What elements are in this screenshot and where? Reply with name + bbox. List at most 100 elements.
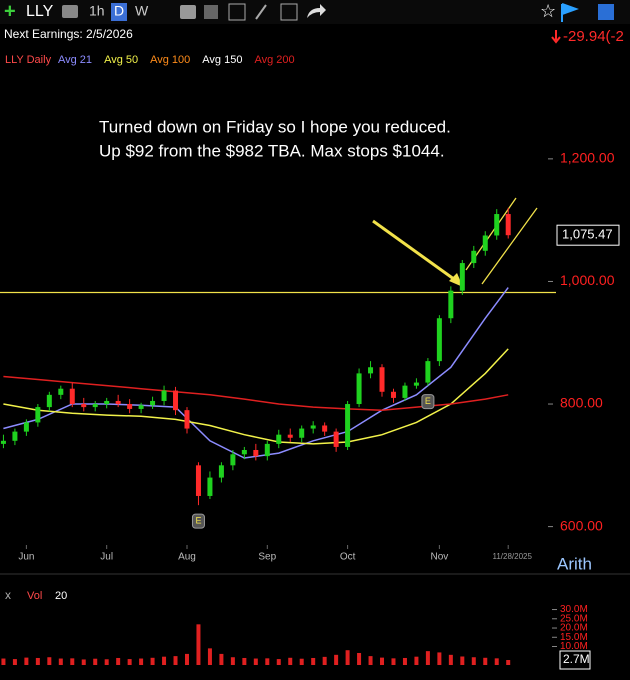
volume-bar [24,657,29,665]
candle-body [127,404,133,409]
candle-body [253,450,259,457]
volume-bar [162,656,167,665]
volume-bar [58,658,63,665]
candle-body [92,404,98,408]
volume-bar [265,658,270,665]
volume-bar [471,657,476,665]
volume-bar [414,656,419,665]
volume-bar [81,659,86,665]
candle-body [69,388,75,405]
earnings-marker [191,513,205,529]
candle-body [184,410,190,429]
interval[interactable]: W [135,3,149,19]
volume-bar [357,652,362,665]
volume-last-label: 2.7M [563,652,590,666]
y-tick-label: 1,200.00 [560,150,615,166]
candle-body [345,404,351,447]
volume-bar [70,658,75,665]
earnings-date: Next Earnings: 2/5/2026 [4,27,133,41]
volume-last-box [559,650,591,670]
x-tick-label: Nov [430,552,448,563]
moving-average [3,348,509,445]
volume-bar [127,659,132,665]
volume-bar [150,657,155,665]
candle-body [505,214,511,236]
y-tick-label: 1,000.00 [560,272,615,288]
candle-body [390,391,396,398]
legend-entry: Avg 200 [254,54,294,66]
candle-body [402,385,408,398]
candle-body [0,440,6,444]
y-tick-label: 600.00 [560,517,603,533]
last-price-label: 1,075.47 [562,227,613,242]
volume-bar [483,657,488,665]
candle-body [241,450,247,455]
channel-line [481,207,538,285]
volume-bar [448,654,453,665]
icon[interactable] [255,4,267,20]
x-tick-label: Oct [340,552,356,563]
volume-bar [437,652,442,665]
candle-body [413,382,419,386]
volume-bar [139,658,144,665]
flag-icon[interactable] [561,3,579,22]
add-icon[interactable]: + [4,0,16,22]
candle-body [299,428,305,438]
close-icon[interactable]: x [5,588,11,602]
candle-body [195,465,201,496]
arrow-head [449,273,463,287]
volume-bar [322,656,327,665]
x-tick-label: 11/28/2025 [492,552,532,561]
x-tick-label: Jun [18,552,34,563]
star-icon[interactable]: ☆ [540,1,556,21]
volume-tick-label: 30.0M [560,604,588,615]
candle-body [230,454,236,466]
scale-mode[interactable]: Arith [557,554,592,573]
volume-bar [380,657,385,665]
volume-bar [460,656,465,665]
candle-body [115,400,121,405]
volume-bar [334,654,339,665]
legend-entry: Avg 50 [104,54,138,66]
volume-bar [311,657,316,665]
annotation: Turned down on Friday so I hope you redu… [99,117,451,136]
interval[interactable]: D [114,3,124,19]
icon[interactable] [228,3,246,21]
volume-bar [253,658,258,665]
icon[interactable] [204,5,218,19]
icon[interactable] [280,3,298,21]
icon[interactable] [62,5,78,18]
earnings-marker [421,394,435,410]
candle-body [161,390,167,401]
volume-bar [368,656,373,665]
candle-body [173,390,179,411]
interval[interactable]: 1h [89,3,105,19]
volume-bar [242,657,247,665]
volume-bar [196,624,201,665]
volume-label: Vol [27,590,42,602]
chart-title: LLY Daily [5,54,52,66]
earnings-label: E [195,516,201,526]
candle-body [379,367,385,392]
legend-entry: Avg 150 [202,54,242,66]
x-tick-label: Aug [178,552,196,563]
candle-body [35,407,41,423]
candle-body [150,400,156,406]
icon[interactable] [598,4,614,20]
candle-body [276,434,282,444]
interval-active[interactable] [111,3,127,21]
candle-body [459,263,465,291]
volume-bar [219,653,224,665]
share-icon[interactable] [307,4,326,18]
icon[interactable] [180,5,196,19]
candle-body [322,425,328,432]
candle-body [218,465,224,478]
volume-tick-label: 20.0M [560,623,588,634]
candle-body [310,425,316,429]
volume-bar [12,659,17,665]
candle-body [138,405,144,409]
volume-bar [506,660,511,665]
symbol[interactable]: LLY [26,3,54,20]
volume-bar [299,658,304,665]
candle-body [368,367,374,374]
